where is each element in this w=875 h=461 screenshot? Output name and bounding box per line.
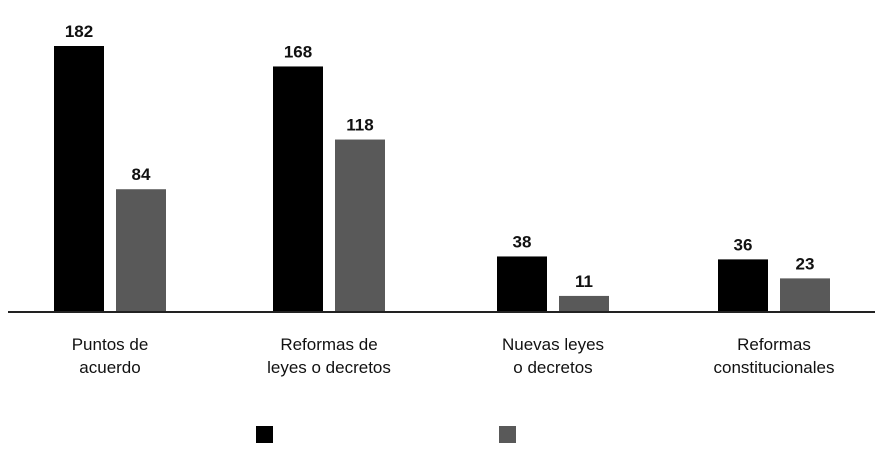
category-label-3: Nuevas leyes o decretos bbox=[502, 335, 604, 377]
bar-series2-cat2 bbox=[335, 139, 385, 312]
value-labels-layer: 182 168 38 36 84 118 11 23 bbox=[65, 22, 815, 291]
legend-swatch-series2 bbox=[499, 426, 516, 443]
data-label-series2-cat4: 23 bbox=[796, 254, 815, 273]
bar-series2-cat4 bbox=[780, 278, 830, 312]
legend bbox=[256, 426, 516, 443]
category-label-2: Reformas de leyes o decretos bbox=[267, 335, 391, 377]
bar-series2-cat3 bbox=[559, 295, 609, 312]
category-labels-layer: Puntos de acuerdo Reformas de leyes o decre… bbox=[72, 335, 835, 377]
bar-series1-cat2 bbox=[273, 66, 323, 312]
legend-swatch-series1 bbox=[256, 426, 273, 443]
data-label-series1-cat3: 38 bbox=[513, 232, 532, 251]
category-label-4: Reformas constitucionales bbox=[714, 335, 835, 377]
data-label-series1-cat1: 182 bbox=[65, 22, 93, 41]
bar-series1-cat3 bbox=[497, 256, 547, 312]
data-label-series2-cat2: 118 bbox=[346, 116, 373, 135]
bars-layer bbox=[54, 46, 830, 312]
data-label-series1-cat4: 36 bbox=[734, 235, 753, 254]
category-label-1: Puntos de acuerdo bbox=[72, 335, 149, 377]
data-label-series2-cat1: 84 bbox=[132, 165, 151, 184]
bar-series1-cat4 bbox=[718, 259, 768, 312]
data-label-series2-cat3: 11 bbox=[575, 272, 593, 291]
bar-series1-cat1 bbox=[54, 46, 104, 312]
bar-series2-cat1 bbox=[116, 189, 166, 312]
data-label-series1-cat2: 168 bbox=[284, 42, 312, 61]
